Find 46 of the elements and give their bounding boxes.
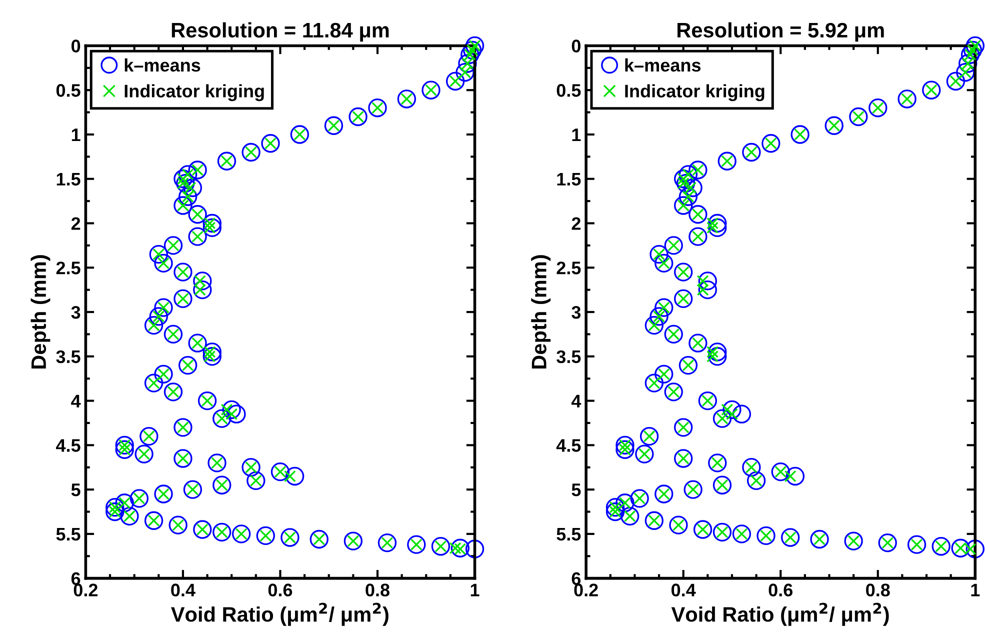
y-tick-label: 0.5 — [556, 84, 581, 97]
y-tick-label: 2 — [572, 217, 580, 230]
y-axis-title: Depth (mm) — [30, 255, 50, 368]
y-tick-label: 2.5 — [56, 262, 80, 274]
y-tick-label: 4.5 — [56, 439, 80, 452]
legend-label: Indicator kriging — [124, 84, 264, 102]
x-tick-label: 0.6 — [768, 584, 793, 596]
x-axis-title: Void Ratio (μm$^{2}$/ μm$^{2}$) — [171, 602, 388, 626]
chart-title: Resolution = 11.84 μm — [172, 22, 389, 42]
legend-label: k–means — [625, 58, 701, 72]
legend-label: k–means — [124, 58, 200, 72]
chart-title: Resolution = 5.92 μm — [678, 22, 884, 42]
x-tick-label: 0.4 — [171, 584, 196, 596]
x-tick-label: 0.2 — [574, 584, 598, 596]
x-tick-label: 1 — [470, 584, 480, 596]
y-tick-label: 2 — [71, 217, 80, 230]
x-tick-label: 0.2 — [74, 584, 98, 596]
y-tick-label: 0 — [572, 40, 580, 52]
y-tick-label: 1.5 — [56, 172, 80, 186]
y-tick-label: 5.5 — [556, 528, 581, 541]
y-tick-label: 2.5 — [556, 262, 581, 274]
y-tick-label: 6 — [71, 572, 80, 586]
y-tick-label: 4.5 — [556, 439, 581, 452]
x-tick-label: 0.8 — [366, 584, 390, 596]
legend-label: Indicator kriging — [625, 84, 764, 102]
x-tick-label: 0.4 — [672, 584, 696, 596]
y-tick-label: 5 — [572, 484, 581, 496]
y-tick-label: 4 — [71, 394, 81, 408]
y-tick-label: 3.5 — [556, 350, 581, 364]
y-tick-label: 0.5 — [56, 84, 80, 97]
x-tick-label: 1 — [971, 584, 980, 596]
y-tick-label: 5.5 — [56, 528, 80, 541]
y-tick-label: 5 — [71, 484, 80, 496]
x-tick-label: 0.8 — [866, 584, 890, 596]
y-tick-label: 6 — [572, 572, 581, 586]
y-tick-label: 1 — [572, 128, 581, 142]
x-axis-title: Void Ratio (μm$^{2}$/ μm$^{2}$) — [671, 602, 889, 626]
y-tick-label: 3 — [572, 306, 581, 319]
x-tick-label: 0.6 — [268, 584, 292, 596]
y-axis-title: Depth (mm) — [531, 255, 551, 368]
y-tick-label: 0 — [72, 40, 80, 52]
y-tick-label: 3 — [71, 306, 80, 319]
y-tick-label: 1 — [72, 128, 80, 142]
y-tick-label: 3.5 — [56, 350, 80, 364]
y-tick-label: 1.5 — [557, 172, 581, 186]
y-tick-label: 4 — [571, 394, 582, 408]
